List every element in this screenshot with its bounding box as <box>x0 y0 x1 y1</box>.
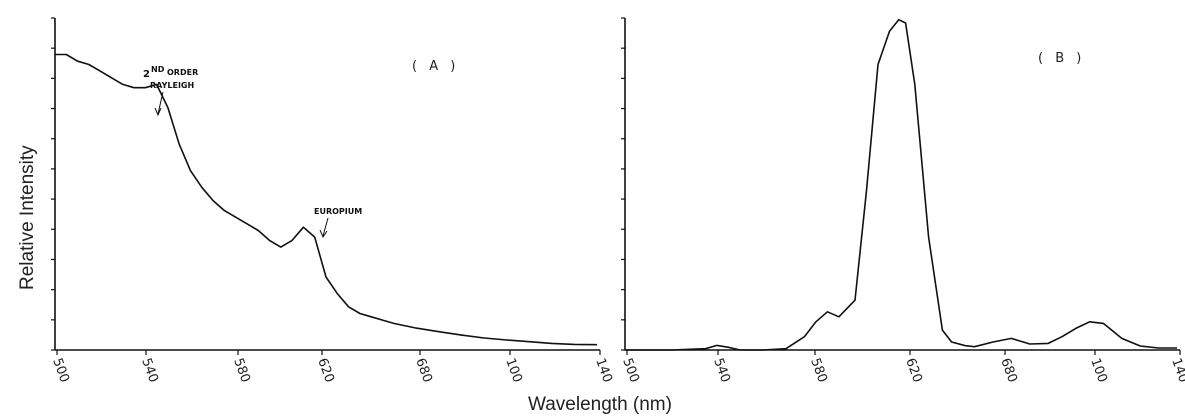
panel-b-y-ticks <box>621 17 625 351</box>
x-tick-label: 540 <box>710 356 733 384</box>
europium-annotation: EUROPIUM <box>314 207 362 239</box>
x-axis-title: Wavelength (nm) <box>528 394 672 415</box>
panel-b-x-ticks: 500 540 580 620 680 100 140 <box>619 350 1185 385</box>
x-tick-label: 620 <box>902 356 925 384</box>
panel-a-x-ticks: 500 540 580 620 680 100 140 <box>49 350 615 385</box>
panel-b-spectrum-line <box>625 18 1177 351</box>
panel-a-label: ( A ) <box>412 59 459 74</box>
rayleigh-annotation-number: 2 <box>143 69 150 80</box>
x-tick-label: 100 <box>502 356 525 384</box>
x-tick-label: 680 <box>997 356 1020 384</box>
panel-a-y-ticks <box>51 17 55 351</box>
x-tick-label: 140 <box>592 356 615 384</box>
panel-b: 500 540 580 620 680 100 140 ( B ) <box>619 17 1185 385</box>
x-tick-label: 140 <box>1168 356 1185 384</box>
europium-arrow <box>319 217 329 239</box>
rayleigh-annotation-order: ORDER <box>167 68 198 77</box>
x-tick-label: 100 <box>1087 356 1110 384</box>
rayleigh-annotation-superscript: ND <box>151 65 165 74</box>
europium-annotation-text: EUROPIUM <box>314 207 362 216</box>
x-tick-label: 620 <box>314 356 337 384</box>
y-axis-title: Relative Intensity <box>17 145 38 290</box>
rayleigh-annotation-line2: RAYLEIGH <box>150 81 194 90</box>
x-tick-label: 500 <box>49 356 72 384</box>
x-tick-label: 500 <box>619 356 642 384</box>
x-tick-label: 540 <box>138 356 161 384</box>
rayleigh-annotation: 2 ND ORDER RAYLEIGH <box>143 65 198 117</box>
panel-a-spectrum-line <box>55 53 598 346</box>
x-tick-label: 580 <box>230 356 253 384</box>
x-tick-label: 680 <box>412 356 435 384</box>
panel-b-label: ( B ) <box>1038 51 1085 66</box>
panel-a: 500 540 580 620 680 100 140 ( A ) 2 ND ORDER R… <box>49 17 615 385</box>
rayleigh-arrow <box>154 91 164 117</box>
x-tick-label: 580 <box>807 356 830 384</box>
